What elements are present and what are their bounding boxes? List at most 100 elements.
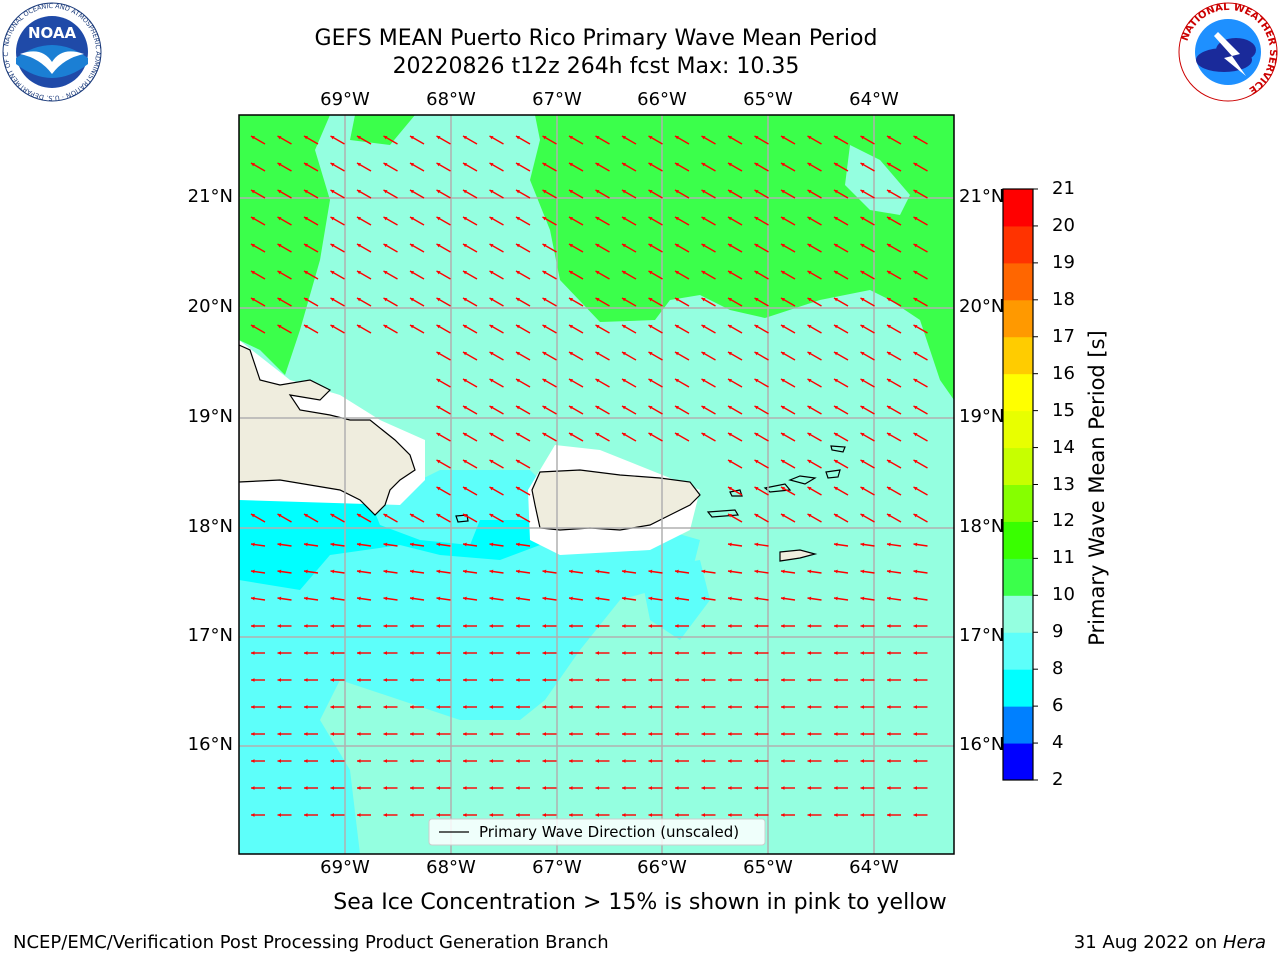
wave-arrow	[489, 135, 504, 145]
wave-arrow	[436, 162, 451, 172]
lon-label-top: 65°W	[743, 89, 793, 110]
wave-arrow	[277, 759, 292, 763]
wave-arrow	[489, 513, 504, 523]
wave-arrow	[860, 351, 875, 361]
wave-arrow	[833, 378, 849, 388]
wave-arrow	[727, 216, 743, 226]
wave-arrow	[409, 324, 425, 334]
wave-arrow	[542, 189, 557, 199]
wave-arrow	[250, 297, 266, 307]
wave-arrow	[436, 596, 451, 601]
wave-arrow	[383, 243, 398, 253]
wave-arrow	[807, 786, 822, 790]
wave-arrow	[568, 135, 584, 145]
wave-arrow	[436, 324, 451, 334]
wave-arrow	[780, 297, 796, 307]
wave-arrow	[727, 135, 743, 145]
wave-arrow	[568, 432, 584, 442]
wave-arrow	[754, 786, 769, 790]
wave-arrow	[569, 678, 583, 682]
wave-arrow	[409, 243, 425, 253]
wave-arrow	[886, 459, 902, 469]
colorbar-tick-label: 2	[1052, 769, 1064, 790]
wave-arrow	[277, 324, 292, 334]
wave-arrow	[462, 243, 478, 253]
noaa-logo-text: NOAA	[28, 24, 77, 42]
wave-arrow	[516, 705, 530, 709]
wave-arrow	[701, 324, 716, 334]
lat-label-right: 18°N	[959, 516, 1005, 537]
wave-arrow	[542, 351, 557, 361]
wave-arrow	[462, 596, 478, 601]
colorbar-segment	[1003, 669, 1033, 707]
wave-arrow	[251, 705, 265, 709]
wave-arrow	[595, 162, 610, 172]
wave-arrow	[542, 705, 557, 709]
wave-arrow	[462, 569, 478, 574]
wave-arrow	[701, 569, 716, 574]
wave-arrow	[701, 405, 716, 415]
wave-arrow	[622, 624, 636, 628]
wave-arrow	[436, 513, 451, 523]
colorbar-tick-label: 10	[1052, 584, 1075, 606]
wave-arrow	[462, 216, 478, 226]
wave-arrow	[728, 786, 742, 790]
wave-arrow	[542, 596, 557, 601]
wave-arrow	[303, 569, 319, 574]
wave-arrow	[754, 351, 769, 361]
wave-arrow	[807, 705, 822, 709]
wave-arrow	[886, 351, 902, 361]
wave-arrow	[515, 459, 531, 469]
wave-arrow	[357, 786, 371, 790]
wave-arrow	[330, 678, 345, 682]
wave-arrow	[887, 759, 901, 763]
wave-arrow	[913, 459, 928, 469]
wave-arrow	[701, 162, 716, 172]
wave-arrow	[807, 513, 822, 523]
wave-arrow	[674, 243, 690, 253]
wave-arrow	[410, 705, 424, 709]
wave-arrow	[780, 378, 796, 388]
wave-arrow	[436, 351, 451, 361]
wave-arrow	[356, 513, 372, 523]
wave-arrow	[303, 162, 319, 172]
wave-arrow	[330, 705, 345, 709]
wave-arrow	[886, 378, 902, 388]
wave-arrow	[409, 189, 425, 199]
wave-arrow	[542, 813, 557, 817]
wave-arrow	[410, 651, 424, 655]
wave-arrow	[675, 813, 689, 817]
wave-arrow	[542, 135, 557, 145]
wave-arrow	[463, 624, 477, 628]
wave-arrow	[727, 270, 743, 280]
wave-arrow	[409, 513, 425, 523]
wave-arrow	[436, 378, 451, 388]
lon-label-bottom: 68°W	[426, 857, 476, 878]
wave-arrow	[410, 732, 424, 736]
wave-arrow	[648, 216, 663, 226]
wave-arrow	[383, 162, 398, 172]
wave-arrow	[648, 189, 663, 199]
wave-arrow	[754, 759, 769, 763]
wave-arrow	[860, 162, 875, 172]
wave-arrow	[462, 351, 478, 361]
wave-arrow	[648, 405, 663, 415]
wave-arrow	[357, 624, 371, 628]
wave-arrow	[595, 432, 610, 442]
wave-arrow	[727, 243, 743, 253]
wave-arrow	[622, 651, 636, 655]
wave-arrow	[463, 732, 477, 736]
wave-arrow	[489, 351, 504, 361]
wave-arrow	[383, 596, 398, 601]
wave-arrow	[569, 732, 583, 736]
wave-direction-arrows	[250, 135, 928, 817]
wave-arrow	[780, 405, 796, 415]
wave-arrow	[833, 216, 849, 226]
colorbar-segment	[1003, 262, 1033, 301]
wave-arrow	[277, 569, 292, 574]
wave-arrow	[807, 651, 822, 655]
wave-arrow	[277, 624, 292, 628]
wave-arrow	[489, 732, 504, 736]
wave-arrow	[489, 432, 504, 442]
wave-arrow	[383, 513, 398, 523]
